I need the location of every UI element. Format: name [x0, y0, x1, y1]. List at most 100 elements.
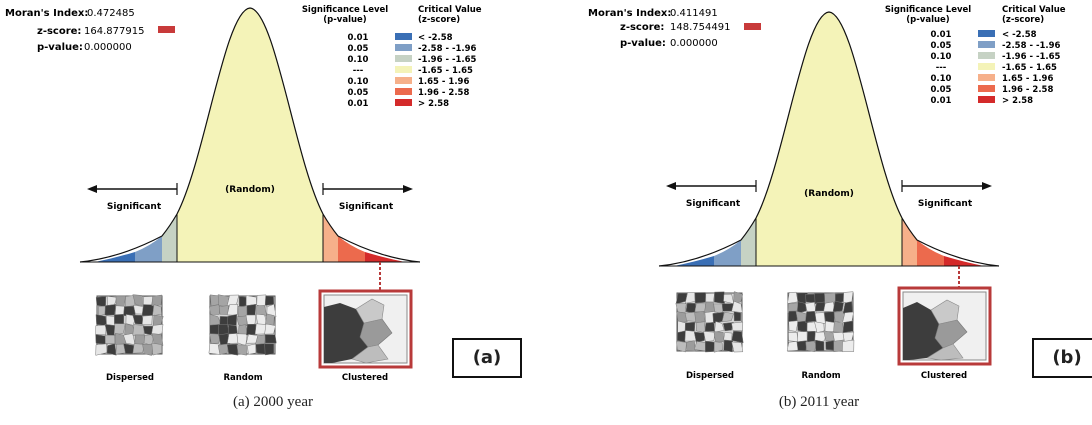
- map-region: [218, 305, 229, 315]
- map-region: [217, 343, 231, 355]
- map-region: [245, 314, 256, 327]
- map-region: [788, 320, 799, 332]
- legend-row: 0.05 1.96 - 2.58: [348, 88, 469, 98]
- map-region: [797, 320, 809, 333]
- legend-swatch: [978, 63, 995, 70]
- map-region: [694, 303, 706, 313]
- tail-right-99: [944, 256, 984, 266]
- map-region: [151, 324, 164, 336]
- legend-p-value: ---: [353, 66, 364, 76]
- map-region: [106, 343, 117, 356]
- legend-row: 0.05 1.96 - 2.58: [931, 85, 1053, 95]
- legend-p-value: 0.10: [348, 55, 369, 65]
- z-score-value: 164.877915: [84, 26, 144, 37]
- map-region: [786, 340, 799, 352]
- map-region: [264, 343, 275, 356]
- legend-p-value: 0.01: [931, 30, 952, 40]
- legend-z-range: -1.65 - 1.65: [418, 66, 473, 76]
- map-region: [731, 321, 744, 332]
- map-region: [132, 294, 143, 307]
- random-zone: [177, 8, 323, 262]
- map-region: [675, 303, 687, 313]
- moran-index-value: 0.472485: [87, 8, 135, 19]
- legend-z-range: 1.65 - 1.96: [1002, 74, 1053, 84]
- map-region: [714, 321, 725, 333]
- map-region: [226, 304, 239, 316]
- map-region: [265, 313, 275, 326]
- legend-row: 0.10 -1.96 - -1.65: [348, 55, 477, 65]
- map-region: [796, 301, 807, 314]
- crit-header-2: (z-score): [1002, 15, 1044, 25]
- map-region: [713, 331, 725, 342]
- significant-left-label: Significant: [686, 199, 741, 209]
- legend-row: --- -1.65 - 1.65: [353, 66, 473, 76]
- clustered-label: Clustered: [342, 373, 388, 383]
- stats-block: Moran's Index: 0.472485 z-score: 164.877…: [5, 8, 175, 53]
- map-region: [805, 340, 817, 353]
- map-region: [713, 341, 724, 353]
- legend-p-value: 0.10: [931, 52, 952, 62]
- curve-outline: [79, 7, 421, 263]
- stats-block: Moran's Index: 0.411491 z-score: 148.754…: [588, 8, 761, 49]
- map-region: [266, 303, 277, 318]
- legend-swatch: [395, 55, 412, 62]
- legend-p-value: 0.10: [348, 77, 369, 87]
- tail-right-95: [338, 236, 365, 262]
- legend-z-range: 1.96 - 2.58: [1002, 85, 1053, 95]
- map-region: [256, 294, 267, 308]
- legend-p-value: 0.05: [348, 44, 369, 54]
- tail-right-90: [323, 214, 338, 262]
- legend-p-value: 0.05: [348, 88, 369, 98]
- panel-2011: Moran's Index: 0.411491 z-score: 148.754…: [546, 0, 1092, 421]
- significant-right-arrow: Significant: [901, 180, 992, 209]
- map-region: [152, 304, 162, 317]
- legend: Significance Level (p-value) Critical Va…: [885, 5, 1066, 106]
- map-region: [814, 331, 827, 343]
- random-label: (Random): [225, 185, 275, 195]
- clustered-label: Clustered: [921, 371, 967, 381]
- map-region: [264, 323, 276, 335]
- legend-swatch: [978, 74, 995, 81]
- tail-left-90: [741, 218, 756, 266]
- map-region: [723, 339, 734, 353]
- map-region: [141, 315, 153, 326]
- map-region: [788, 332, 799, 342]
- map-region: [694, 311, 706, 324]
- tail-left-90: [162, 214, 177, 262]
- z-score-value: 148.754491: [670, 22, 730, 33]
- legend-z-range: -1.65 - 1.65: [1002, 63, 1057, 73]
- sig-header-2: (p-value): [323, 15, 367, 25]
- map-region: [264, 295, 275, 306]
- legend-z-range: -2.58 - -1.96: [418, 44, 477, 54]
- moran-diagram-b: Moran's Index: 0.411491 z-score: 148.754…: [588, 5, 1066, 381]
- legend-z-range: < -2.58: [1002, 30, 1037, 40]
- legend-row: 0.10 1.65 - 1.96: [348, 77, 469, 87]
- map-region: [731, 341, 744, 353]
- bell-curve: (Random): [79, 7, 421, 263]
- moran-diagram-a: Moran's Index: 0.472485 z-score: 164.877…: [5, 5, 482, 383]
- panel-caption: (a) 2000 year: [233, 394, 313, 410]
- p-value-label: p-value:: [37, 42, 83, 53]
- moran-index-value: 0.411491: [670, 8, 718, 19]
- tail-left-99: [95, 252, 135, 262]
- map-region: [151, 342, 163, 356]
- z-score-label: z-score:: [37, 26, 81, 37]
- legend-z-range: > 2.58: [1002, 96, 1033, 106]
- random-map-label: Random: [223, 373, 262, 383]
- map-region: [733, 291, 744, 305]
- map-region: [247, 343, 257, 355]
- map-region: [721, 311, 734, 323]
- legend-row: 0.01 > 2.58: [931, 96, 1033, 106]
- map-region: [123, 343, 135, 355]
- legend-swatch: [395, 77, 412, 84]
- map-region: [676, 311, 688, 323]
- z-score-color-swatch: [158, 26, 175, 33]
- map-region: [842, 320, 854, 333]
- map-region: [824, 292, 836, 304]
- map-region: [209, 333, 221, 344]
- map-region: [676, 340, 687, 353]
- dispersed-label: Dispersed: [686, 371, 734, 381]
- z-score-label: z-score:: [620, 22, 664, 33]
- p-value-label: p-value:: [620, 38, 666, 49]
- legend-row: 0.05 -2.58 - -1.96: [931, 41, 1061, 51]
